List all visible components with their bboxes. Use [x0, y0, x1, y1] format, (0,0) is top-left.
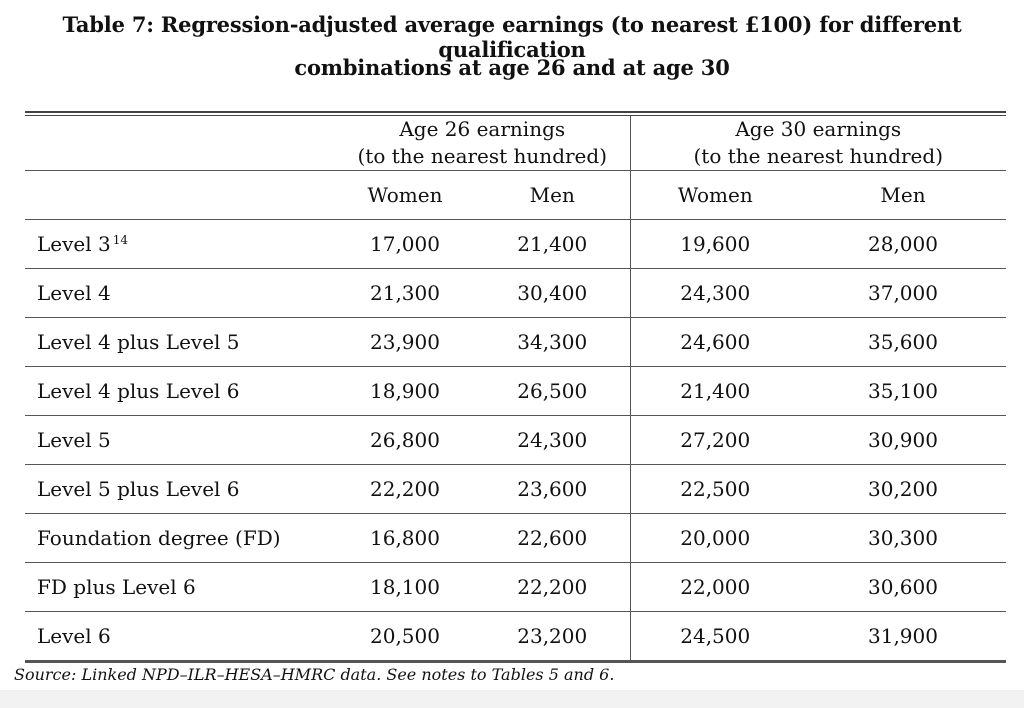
group-header-age-30-line2: (to the nearest hundred): [693, 144, 944, 168]
row-label-cell: Level 5 plus Level 6: [25, 464, 335, 514]
source-note: Source: Linked NPD–ILR–HESA–HMRC data. S…: [14, 665, 615, 684]
table-row: Level 4 plus Level 5 23,900 34,300 24,600 35…: [25, 317, 1006, 367]
cell-age26-men: 24,300: [475, 415, 630, 465]
row-label: FD plus Level 6: [37, 575, 196, 599]
group-header-age-30-line1: Age 30 earnings: [735, 117, 902, 141]
page-bottom-band: [0, 690, 1024, 708]
row-label-cell: Foundation degree (FD): [25, 513, 335, 563]
table-row: Level 4 21,300 30,400 24,300 37,000: [25, 268, 1006, 318]
cell-age26-men: 21,400: [475, 219, 630, 269]
footnote-marker: 14: [112, 233, 129, 247]
row-label: Foundation degree (FD): [37, 526, 281, 550]
subheader-empty: [25, 170, 335, 220]
group-header-row: Age 26 earnings (to the nearest hundred)…: [25, 116, 1006, 171]
cell-age30-women: 20,000: [629, 513, 800, 563]
cell-age30-women: 21,400: [629, 366, 800, 416]
cell-age26-men: 22,600: [475, 513, 630, 563]
cell-age26-women: 21,300: [335, 268, 475, 318]
cell-age26-women: 20,500: [335, 611, 475, 663]
cell-age26-women: 16,800: [335, 513, 475, 563]
subheader-age30-men: Men: [800, 170, 1006, 220]
cell-age30-women: 27,200: [629, 415, 800, 465]
cell-age26-men: 23,200: [475, 611, 630, 663]
cell-age26-women: 22,200: [335, 464, 475, 514]
cell-age26-men: 22,200: [475, 562, 630, 612]
group-header-age-26: Age 26 earnings (to the nearest hundred): [335, 116, 630, 171]
cell-age30-women: 19,600: [629, 219, 800, 269]
cell-age26-men: 26,500: [475, 366, 630, 416]
cell-age26-men: 23,600: [475, 464, 630, 514]
cell-age30-women: 24,500: [629, 611, 800, 663]
cell-age26-men: 30,400: [475, 268, 630, 318]
cell-age30-men: 31,900: [800, 611, 1006, 663]
cell-age30-women: 24,600: [629, 317, 800, 367]
table-row: Foundation degree (FD) 16,800 22,600 20,000…: [25, 513, 1006, 563]
group-header-age-26-line2: (to the nearest hundred): [357, 144, 608, 168]
row-label-cell: Level 5: [25, 415, 335, 465]
cell-age26-women: 17,000: [335, 219, 475, 269]
group-header-empty: [25, 116, 335, 171]
table-title-line-2: combinations at age 26 and at age 30: [294, 55, 730, 80]
group-header-age-26-line1: Age 26 earnings: [399, 117, 566, 141]
subheader-age30-women: Women: [629, 170, 800, 220]
cell-age26-men: 34,300: [475, 317, 630, 367]
cell-age30-women: 22,500: [629, 464, 800, 514]
group-header-age-30: Age 30 earnings (to the nearest hundred): [629, 116, 1006, 171]
cell-age26-women: 23,900: [335, 317, 475, 367]
cell-age30-men: 30,900: [800, 415, 1006, 465]
row-label: Level 4 plus Level 5: [37, 330, 240, 354]
row-label-cell: FD plus Level 6: [25, 562, 335, 612]
row-label: Level 4: [37, 281, 111, 305]
cell-age30-men: 30,200: [800, 464, 1006, 514]
row-label-cell: Level 4 plus Level 6: [25, 366, 335, 416]
cell-age30-men: 30,600: [800, 562, 1006, 612]
cell-age30-men: 35,100: [800, 366, 1006, 416]
subheader-age26-women: Women: [335, 170, 475, 220]
table-row: FD plus Level 6 18,100 22,200 22,000 30,600: [25, 562, 1006, 612]
row-label: Level 6: [37, 624, 111, 648]
table-top-rule: [25, 111, 1006, 116]
cell-age26-women: 18,900: [335, 366, 475, 416]
row-label: Level 5 plus Level 6: [37, 477, 240, 501]
table-row: Level 4 plus Level 6 18,900 26,500 21,400 35…: [25, 366, 1006, 416]
earnings-table: Age 26 earnings (to the nearest hundred)…: [25, 111, 1006, 663]
subheader-row: Women Men Women Men: [25, 170, 1006, 220]
row-label: Level 5: [37, 428, 111, 452]
row-label: Level 3: [37, 232, 111, 256]
table-row: Level 3 14 17,000 21,400 19,600 28,000: [25, 219, 1006, 269]
cell-age30-men: 28,000: [800, 219, 1006, 269]
row-label: Level 4 plus Level 6: [37, 379, 240, 403]
row-label-cell: Level 3 14: [25, 219, 335, 269]
cell-age30-men: 37,000: [800, 268, 1006, 318]
earnings-table-grid: Age 26 earnings (to the nearest hundred)…: [25, 116, 1006, 663]
table-row: Level 6 20,500 23,200 24,500 31,900: [25, 611, 1006, 663]
cell-age30-men: 30,300: [800, 513, 1006, 563]
subheader-age26-men: Men: [475, 170, 630, 220]
row-label-cell: Level 6: [25, 611, 335, 663]
table-row: Level 5 26,800 24,300 27,200 30,900: [25, 415, 1006, 465]
table-row: Level 5 plus Level 6 22,200 23,600 22,500 30…: [25, 464, 1006, 514]
cell-age26-women: 26,800: [335, 415, 475, 465]
cell-age26-women: 18,100: [335, 562, 475, 612]
row-label-cell: Level 4: [25, 268, 335, 318]
table-title-line-1: Table 7: Regression-adjusted average ear…: [62, 12, 962, 62]
cell-age30-men: 35,600: [800, 317, 1006, 367]
cell-age30-women: 24,300: [629, 268, 800, 318]
cell-age30-women: 22,000: [629, 562, 800, 612]
row-label-cell: Level 4 plus Level 5: [25, 317, 335, 367]
